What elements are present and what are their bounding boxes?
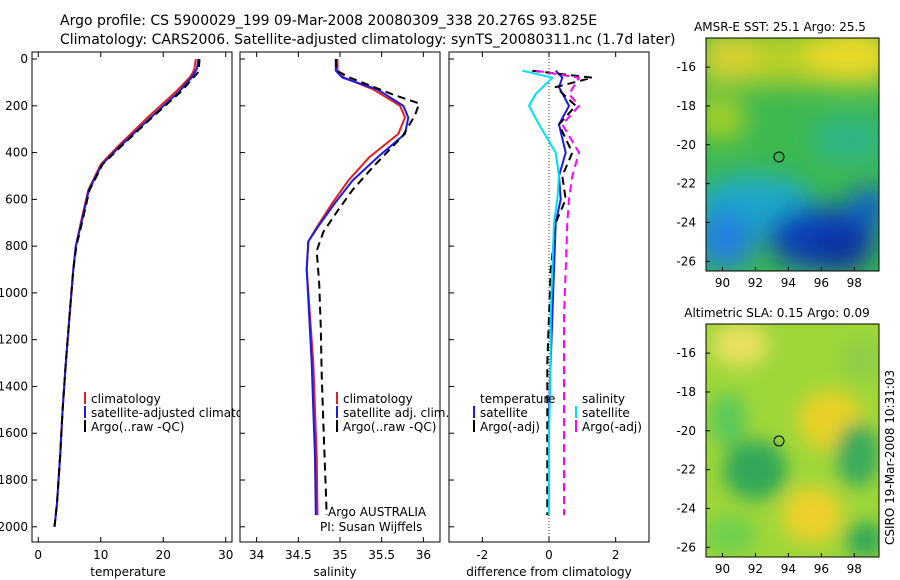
temperature-axes-frame (31, 51, 233, 543)
y-tick-label: 200 (5, 99, 28, 113)
map-y-tick-label: -16 (676, 346, 696, 360)
legend-label-satellite: satellite adj. clim. (343, 406, 449, 420)
x-tick-label: 0 (34, 548, 42, 562)
x-tick-label: 35 (332, 548, 347, 562)
map-y-tick-label: -20 (676, 424, 696, 438)
x-tick-label: 35.5 (368, 548, 395, 562)
sla-heatmap (706, 324, 879, 557)
temperature-xlabel: temperature (90, 565, 165, 579)
y-tick-label: 1200 (0, 333, 28, 347)
legend-label-sal-satellite: satellite (582, 406, 630, 420)
salinity-panel: 34 34.5 35 35.5 36 salinity climatology sate… (239, 51, 449, 579)
argo-location-marker (773, 151, 785, 163)
x-tick-label: 34.5 (285, 548, 312, 562)
map-x-tick-label: 90 (715, 276, 730, 290)
legend-label-temp-argo: Argo(-adj) (480, 420, 540, 434)
header-title: Argo profile: CS 5900029_199 09-Mar-2008… (60, 13, 597, 29)
difference-series (522, 69, 594, 516)
temperature-legend: climatology satellite-adjusted climatolo… (84, 392, 269, 434)
salinity-series (305, 58, 421, 516)
argo-annotation-line1: Argo AUSTRALIA (328, 505, 427, 519)
map-y-tick-label: -20 (676, 138, 696, 152)
depth-axis: 0 200 400 600 800 1000 1200 1400 1600 1800 2000 (0, 52, 37, 534)
map-x-tick-label: 98 (847, 276, 862, 290)
difference-legend: temperature satellite Argo(-adj) salinit… (473, 392, 642, 434)
x-tick-label: 30 (218, 548, 233, 562)
legend-label-sal-argo: Argo(-adj) (582, 420, 642, 434)
salinity-x-axis: 34 34.5 35 35.5 36 (240, 52, 431, 562)
map-x-tick-label: 96 (814, 562, 829, 576)
map-y-tick-label: -24 (676, 501, 696, 515)
x-tick-label: 0 (545, 548, 553, 562)
salinity-legend: climatology satellite adj. clim. Argo(..… (336, 392, 449, 434)
x-tick-label: 2 (612, 548, 620, 562)
legend-label-temp-satellite: satellite (480, 406, 528, 420)
temperature-panel: 0 200 400 600 800 1000 1200 1400 1600 1800 2000 0 1… (0, 51, 269, 579)
map-y-tick-label: -24 (676, 215, 696, 229)
map-x-tick-label: 94 (781, 562, 796, 576)
map-y-tick-label: -18 (676, 99, 696, 113)
difference-panel: -2 0 2 difference from climatology tempera… (448, 51, 650, 579)
sst-heatmap (706, 38, 879, 271)
temperature-series (53, 58, 201, 527)
sla-map-title: Altimetric SLA: 0.15 Argo: 0.09 (684, 306, 869, 320)
y-tick-label: 600 (5, 192, 28, 206)
series-line-argo-raw-qc (53, 58, 201, 527)
series-line-satellite (522, 69, 560, 516)
legend-title-salinity: salinity (582, 392, 625, 406)
series-line-argo-adj (535, 69, 580, 516)
y-tick-label: 0 (20, 52, 28, 66)
series-line-satellite-adj-clim (305, 59, 410, 516)
map-x-tick-label: 98 (847, 562, 862, 576)
argo-location-marker (773, 435, 785, 447)
map-x-tick-label: 92 (748, 562, 763, 576)
y-tick-label: 800 (5, 239, 28, 253)
sst-map-axes: 90 92 94 96 98 -16 -18 -20 -22 -24 -26 (676, 60, 862, 290)
legend-title-temperature: temperature (480, 392, 555, 406)
y-tick-label: 2000 (0, 520, 28, 534)
y-tick-label: 1800 (0, 473, 28, 487)
map-x-tick-label: 94 (781, 276, 796, 290)
difference-x-axis: -2 0 2 (449, 52, 619, 562)
map-x-tick-label: 90 (715, 562, 730, 576)
series-line-climatology (305, 59, 406, 516)
x-tick-label: 10 (93, 548, 108, 562)
map-y-tick-label: -22 (676, 463, 696, 477)
x-tick-label: 34 (249, 548, 264, 562)
legend-label-argo: Argo(..raw -QC) (343, 420, 436, 434)
legend-label-satellite: satellite-adjusted climatology (91, 406, 269, 420)
map-y-tick-label: -18 (676, 385, 696, 399)
y-tick-label: 1600 (0, 426, 28, 440)
legend-label-argo: Argo(..raw -QC) (91, 420, 184, 434)
difference-xlabel: difference from climatology (466, 565, 632, 579)
map-y-tick-label: -26 (676, 540, 696, 554)
map-y-tick-label: -22 (676, 177, 696, 191)
map-x-tick-label: 96 (814, 276, 829, 290)
x-tick-label: 20 (156, 548, 171, 562)
side-credit: CSIRO 19-Mar-2008 10:31:03 (883, 370, 897, 545)
legend-label-climatology: climatology (343, 392, 413, 406)
series-line-argo-adj (532, 69, 594, 516)
y-tick-label: 1000 (0, 286, 28, 300)
sla-map-frame (705, 323, 880, 558)
sst-map-title: AMSR-E SST: 25.1 Argo: 25.5 (694, 20, 866, 34)
sla-map-panel: Altimetric SLA: 0.15 Argo: 0.09 90 92 94 96… (676, 306, 880, 576)
map-y-tick-label: -16 (676, 60, 696, 74)
argo-annotation-line2: PI: Susan Wijffels (320, 520, 422, 534)
sst-map-panel: AMSR-E SST: 25.1 Argo: 25.5 90 92 94 96 98 -1… (676, 20, 880, 290)
temperature-x-axis: 0 10 20 30 (34, 52, 233, 562)
salinity-xlabel: salinity (313, 565, 356, 579)
series-line-argo-raw-qc (315, 58, 421, 516)
x-tick-label: 36 (416, 548, 431, 562)
map-y-tick-label: -26 (676, 254, 696, 268)
sla-map-axes: 90 92 94 96 98 -16 -18 -20 -22 -24 -26 (676, 346, 862, 576)
x-tick-label: -2 (476, 548, 488, 562)
map-x-tick-label: 92 (748, 276, 763, 290)
legend-label-climatology: climatology (91, 392, 161, 406)
y-tick-label: 1400 (0, 379, 28, 393)
y-tick-label: 400 (5, 146, 28, 160)
sst-map-frame (705, 37, 880, 272)
header-subtitle: Climatology: CARS2006. Satellite-adjuste… (60, 32, 675, 48)
